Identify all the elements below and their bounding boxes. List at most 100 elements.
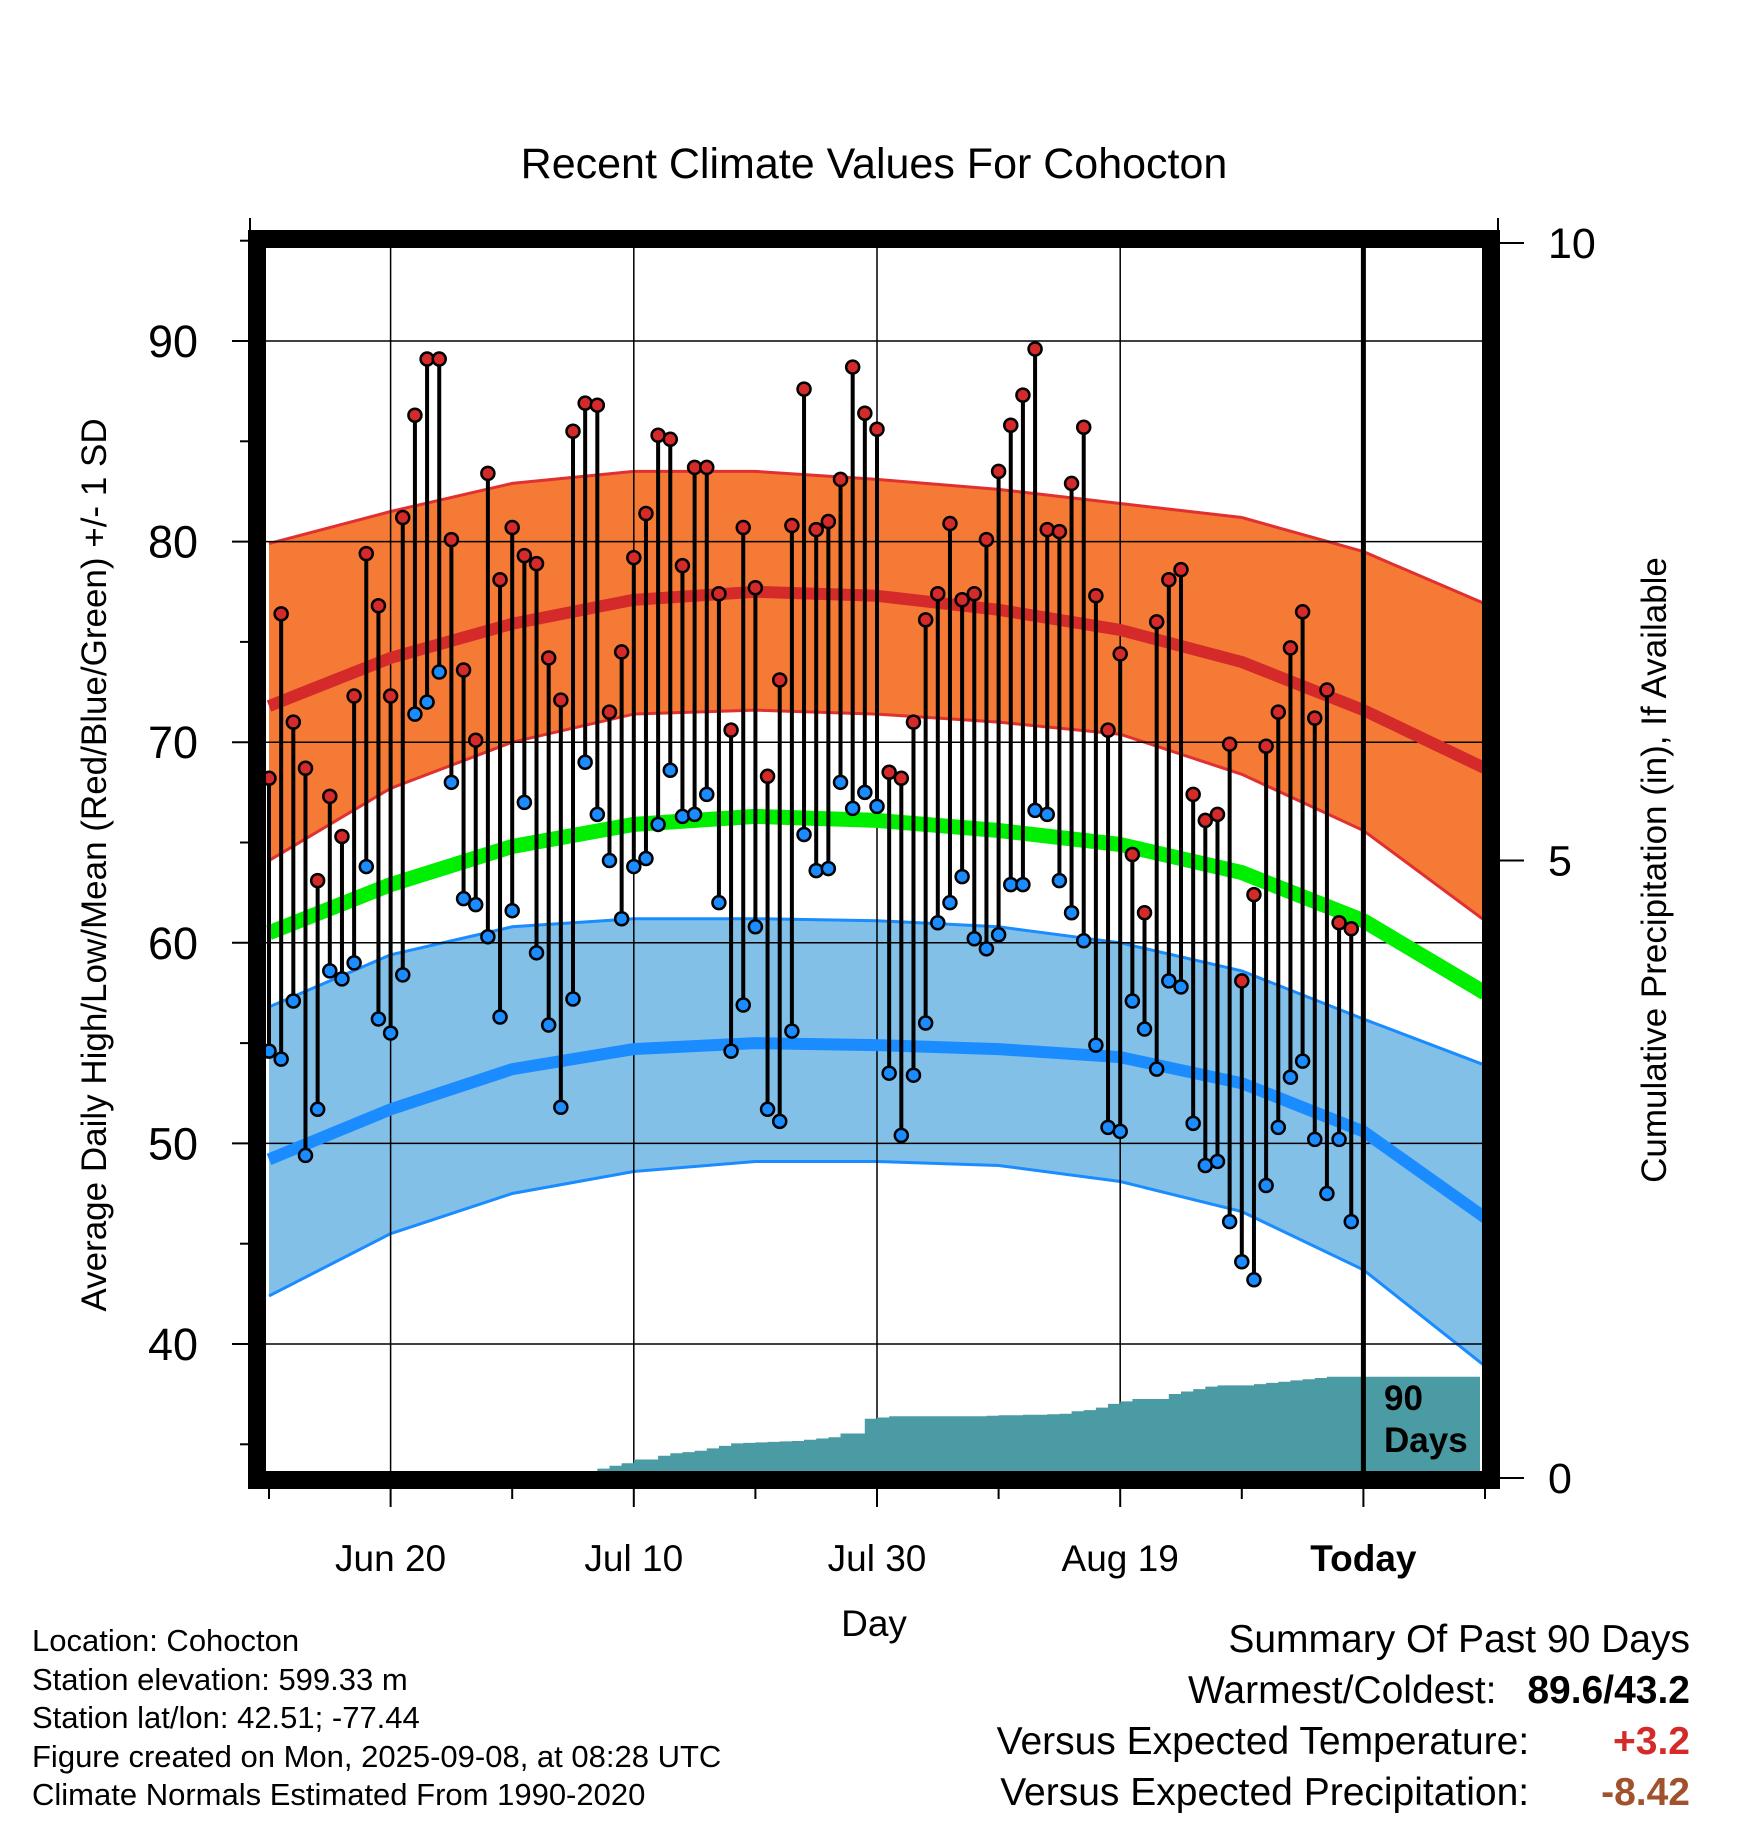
daily-low-point <box>1234 1254 1250 1270</box>
daily-low-point <box>747 919 764 935</box>
daily-high-point <box>322 788 338 805</box>
daily-low-point <box>285 993 302 1009</box>
daily-low-point <box>1136 1021 1153 1037</box>
daily-high-point <box>735 519 751 536</box>
daily-high-point <box>966 586 983 602</box>
daily-high-point <box>613 644 630 660</box>
daily-high-point <box>1307 710 1323 726</box>
daily-high-point <box>832 471 849 488</box>
daily-low-point <box>808 862 824 879</box>
daily-low-point <box>674 808 691 825</box>
daily-low-point <box>565 991 581 1007</box>
daily-high-point <box>1343 921 1359 937</box>
daily-low-point <box>1209 1153 1226 1170</box>
station-info: Location: Cohocton Station elevation: 59… <box>32 1622 721 1815</box>
daily-high-point <box>1039 521 1055 538</box>
daily-low-point <box>1282 1069 1299 1085</box>
daily-low-point <box>1294 1053 1311 1069</box>
daily-high-point <box>1331 914 1347 931</box>
plot-frame <box>248 230 1500 1489</box>
daily-low-point <box>480 929 496 945</box>
daily-low-point <box>322 963 338 979</box>
daily-high-point <box>1161 571 1177 588</box>
daily-high-point <box>1282 640 1299 656</box>
daily-low-point <box>1112 1123 1128 1140</box>
daily-high-point <box>784 517 800 534</box>
daily-high-point <box>820 513 837 530</box>
daily-low-point <box>1246 1272 1262 1288</box>
y2-axis-label: Cumulative Precipitation (in), If Availa… <box>1635 557 1674 1183</box>
elevation-text: Station elevation: 599.33 m <box>32 1661 408 1697</box>
daily-high-point <box>565 423 581 440</box>
daily-low-point <box>1015 876 1031 893</box>
daily-high-point <box>285 714 302 730</box>
daily-high-point <box>1027 341 1043 357</box>
daily-high-point <box>382 688 399 704</box>
daily-points <box>261 341 1359 1288</box>
daily-low-point <box>832 774 849 791</box>
daily-low-point <box>1088 1037 1104 1053</box>
daily-low-point <box>917 1015 934 1031</box>
daily-high-point <box>1209 806 1226 823</box>
daily-low-point <box>954 868 970 885</box>
x-tick-label: Today <box>1310 1538 1417 1579</box>
daily-high-point <box>1075 419 1092 436</box>
y-tick-label: 60 <box>148 918 198 969</box>
x-axis-label: Day <box>841 1603 907 1644</box>
normal-mean-line <box>266 808 1489 1000</box>
daily-low-point <box>358 858 375 875</box>
daily-low-point <box>1185 1115 1201 1132</box>
daily-high-point <box>1234 973 1250 989</box>
chart-title: Recent Climate Values For Cohocton <box>521 140 1228 188</box>
daily-high-point <box>528 555 545 572</box>
daily-low-point <box>881 1065 897 1081</box>
daily-high-point <box>480 465 496 482</box>
y-tick-label: 50 <box>148 1118 198 1169</box>
daily-high-point <box>346 688 362 704</box>
daily-high-point <box>540 650 557 666</box>
daily-high-point <box>1319 682 1335 698</box>
daily-high-point <box>917 612 934 628</box>
warm-label: Warmest/Coldest: <box>1188 1669 1497 1712</box>
summary-heading: Summary Of Past 90 Days <box>1228 1618 1690 1661</box>
daily-high-point <box>297 760 314 777</box>
daily-low-point <box>1331 1131 1347 1148</box>
daily-high-point <box>395 509 411 526</box>
daily-low-point <box>601 852 618 869</box>
daily-high-point <box>309 872 326 889</box>
daily-low-point <box>699 786 715 803</box>
daily-high-point <box>662 431 679 448</box>
daily-low-point <box>419 694 435 710</box>
daily-low-point <box>771 1113 788 1130</box>
daily-low-point <box>905 1067 922 1083</box>
summary-panel: Summary Of Past 90 Days Warmest/Coldest:… <box>997 1614 1690 1818</box>
daily-high-point <box>492 571 508 588</box>
daily-low-point <box>273 1051 289 1067</box>
daily-low-point <box>334 971 350 987</box>
daily-low-point <box>492 1009 508 1025</box>
daily-low-point <box>820 860 837 877</box>
daily-high-point <box>431 351 447 367</box>
x-tick-label: Aug 19 <box>1062 1538 1179 1579</box>
daily-high-point <box>771 672 788 688</box>
daily-high-point <box>626 549 642 566</box>
daily-low-point <box>577 754 593 771</box>
normals-text: Climate Normals Estimated From 1990-2020 <box>32 1777 646 1812</box>
daily-high-point <box>881 764 897 781</box>
daily-high-point <box>1015 387 1031 403</box>
daily-low-point <box>407 706 423 722</box>
daily-high-point <box>1148 614 1165 630</box>
daily-low-point <box>990 927 1007 943</box>
daily-low-point <box>626 858 642 875</box>
daily-high-point <box>808 521 824 538</box>
daily-high-point <box>553 692 569 708</box>
daily-high-point <box>930 586 946 602</box>
daily-high-point <box>1124 846 1141 863</box>
daily-low-point <box>504 902 520 919</box>
daily-high-point <box>711 586 727 602</box>
daily-low-point <box>978 941 995 957</box>
daily-high-point <box>1100 722 1116 738</box>
daily-high-point <box>407 407 423 423</box>
